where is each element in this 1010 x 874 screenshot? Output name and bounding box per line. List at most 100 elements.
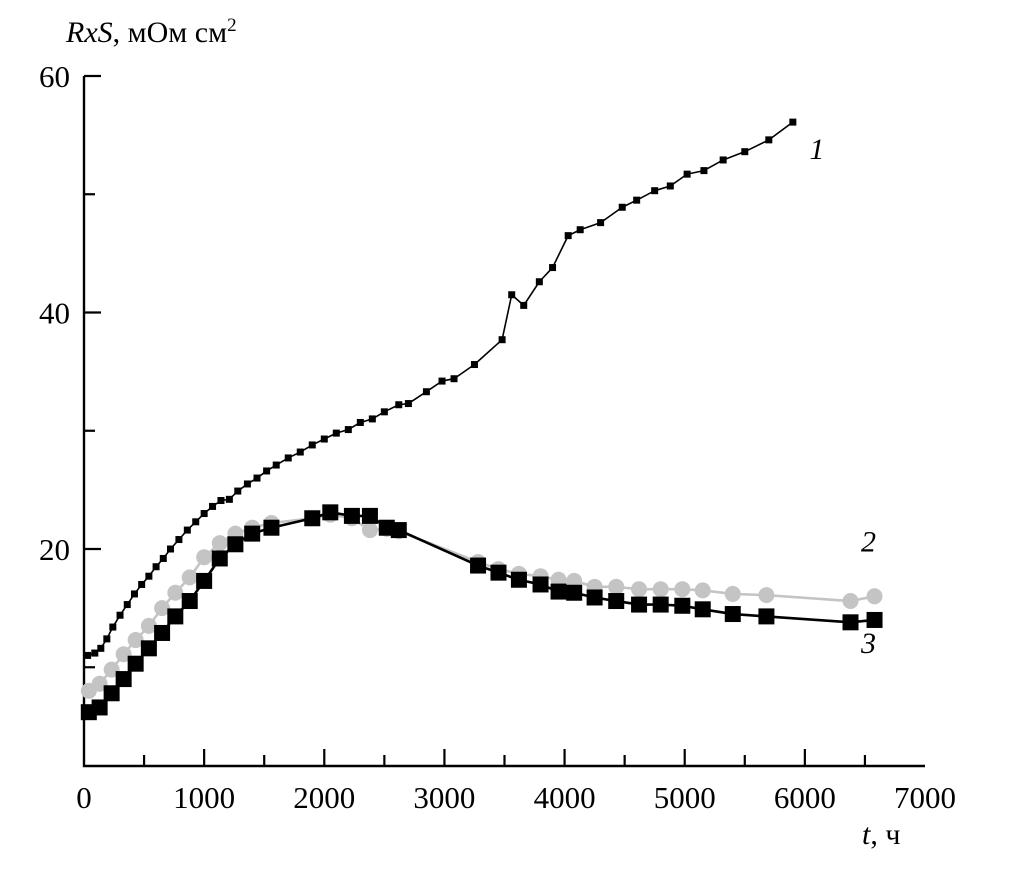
data-point-1: [296, 448, 304, 456]
data-point-1: [183, 526, 191, 534]
data-point-1: [520, 301, 528, 309]
data-point-3: [390, 522, 407, 539]
data-point-3: [652, 596, 669, 613]
data-point-3: [127, 655, 144, 672]
data-point-1: [159, 554, 167, 562]
data-point-2: [127, 632, 144, 649]
data-point-1: [209, 502, 217, 510]
data-point-1: [175, 536, 183, 544]
x-axis-title-units: , ч: [870, 818, 901, 851]
data-point-3: [550, 583, 567, 600]
data-point-2: [154, 600, 171, 617]
y-axis-title-symbol: RxS: [66, 16, 113, 49]
data-point-2: [674, 581, 691, 598]
x-axis-tick-label: 3000: [413, 780, 475, 815]
data-point-1: [97, 644, 105, 652]
data-point-2: [652, 581, 669, 598]
y-axis-tick-label: 40: [39, 296, 70, 331]
series-line-2: [87, 513, 876, 693]
data-point-1: [109, 623, 117, 631]
data-point-3: [322, 504, 339, 521]
data-point-3: [608, 593, 625, 610]
data-point-3: [196, 572, 213, 589]
data-point-1: [320, 435, 328, 443]
x-axis-title-symbol: t: [862, 818, 871, 851]
data-point-3: [378, 519, 395, 536]
data-point-1: [470, 361, 478, 369]
data-point-3: [842, 614, 859, 631]
y-axis-title-exponent: 2: [227, 15, 237, 36]
data-point-3: [211, 550, 228, 567]
data-point-1: [683, 170, 691, 178]
data-point-2: [361, 522, 378, 539]
x-axis-tick-label: 0: [76, 780, 92, 815]
data-point-1: [450, 375, 458, 383]
data-point-1: [130, 590, 138, 598]
data-point-1: [356, 418, 364, 426]
data-point-1: [344, 426, 352, 434]
data-point-1: [597, 219, 605, 227]
text-layer: 20 40 60 0 1000 2000 3000 4000 5000 6000 7000 1 2 3: [39, 59, 956, 815]
data-point-2: [181, 569, 198, 586]
data-point-1: [498, 336, 506, 344]
series-2: [80, 506, 883, 699]
data-point-1: [103, 635, 111, 643]
data-point-1: [422, 388, 430, 396]
series-layer: [80, 118, 883, 721]
data-point-3: [510, 571, 527, 588]
data-point-1: [564, 232, 572, 240]
data-point-1: [576, 226, 584, 234]
data-point-1: [633, 196, 641, 204]
data-point-1: [395, 401, 403, 409]
data-point-2: [694, 582, 711, 599]
x-axis-tick-label: 2000: [293, 780, 355, 815]
data-point-1: [84, 651, 92, 659]
curve-label-3: 3: [860, 627, 876, 660]
data-point-2: [103, 661, 120, 678]
data-point-1: [700, 167, 708, 175]
x-axis-tick-label: 7000: [894, 780, 956, 815]
data-point-2: [631, 581, 648, 598]
data-point-1: [152, 563, 160, 571]
axes-layer: [82, 74, 925, 768]
data-point-3: [490, 564, 507, 581]
data-point-3: [470, 557, 487, 574]
data-point-1: [380, 408, 388, 416]
data-point-1: [508, 291, 516, 299]
data-point-2: [758, 587, 775, 604]
data-point-1: [332, 429, 340, 437]
data-point-3: [263, 519, 280, 536]
data-point-3: [866, 611, 883, 628]
data-point-3: [167, 608, 184, 625]
data-point-3: [758, 608, 775, 625]
data-point-1: [765, 136, 773, 144]
data-point-1: [138, 580, 146, 588]
data-point-1: [789, 118, 797, 126]
series-line-1: [86, 121, 794, 657]
data-point-1: [719, 156, 727, 164]
data-point-1: [741, 148, 749, 156]
data-point-2: [866, 588, 883, 605]
data-point-3: [532, 576, 549, 593]
data-point-2: [91, 675, 108, 692]
data-point-3: [724, 606, 741, 623]
data-point-1: [217, 497, 225, 505]
data-point-1: [200, 510, 208, 518]
data-point-1: [91, 649, 99, 657]
data-point-2: [608, 578, 625, 595]
data-point-2: [211, 535, 228, 552]
series-line-3: [87, 511, 876, 714]
data-point-1: [167, 545, 175, 553]
data-point-3: [103, 685, 120, 702]
data-point-1: [123, 601, 131, 609]
data-point-1: [651, 187, 659, 195]
data-point-3: [631, 596, 648, 613]
data-point-3: [304, 510, 321, 527]
data-point-1: [438, 377, 446, 385]
data-point-3: [140, 640, 157, 657]
y-axis-tick-label: 20: [39, 532, 70, 567]
data-point-1: [145, 572, 153, 580]
axis-frame: [82, 76, 925, 768]
data-point-1: [284, 454, 292, 462]
